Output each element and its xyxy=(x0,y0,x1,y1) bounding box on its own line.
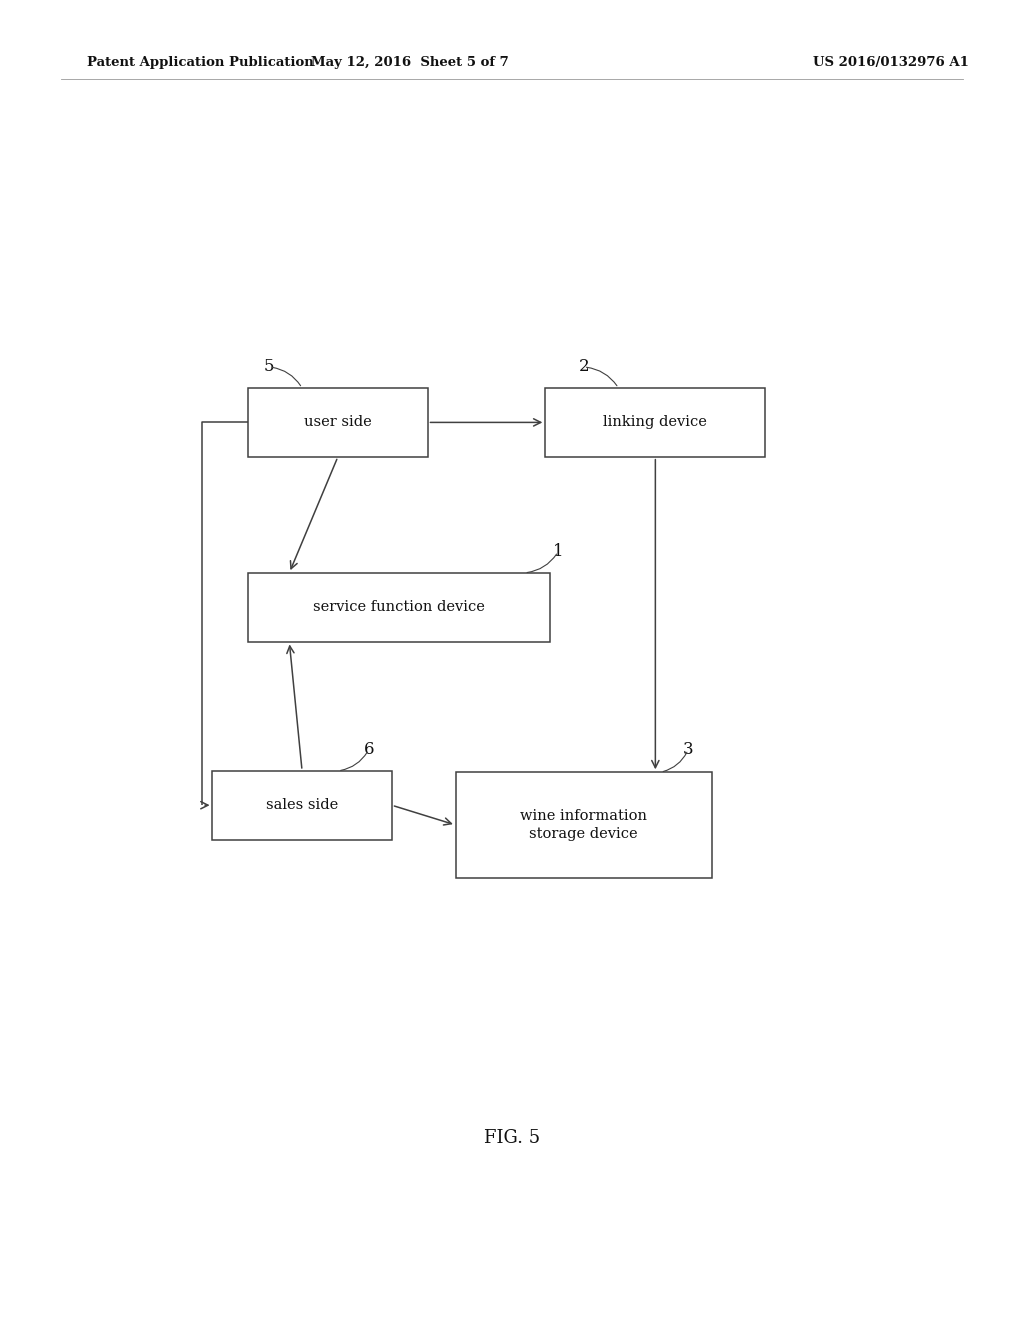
Text: 3: 3 xyxy=(683,742,693,758)
Text: wine information
storage device: wine information storage device xyxy=(520,809,647,841)
Text: Patent Application Publication: Patent Application Publication xyxy=(87,55,313,69)
Bar xyxy=(456,772,712,878)
Text: May 12, 2016  Sheet 5 of 7: May 12, 2016 Sheet 5 of 7 xyxy=(310,55,509,69)
Text: 6: 6 xyxy=(364,742,374,758)
Bar xyxy=(545,388,765,457)
Text: US 2016/0132976 A1: US 2016/0132976 A1 xyxy=(813,55,969,69)
Text: service function device: service function device xyxy=(313,601,485,614)
Text: linking device: linking device xyxy=(603,416,708,429)
Text: 1: 1 xyxy=(553,544,563,560)
Text: sales side: sales side xyxy=(266,799,338,812)
Bar xyxy=(213,771,391,840)
Text: 5: 5 xyxy=(264,359,274,375)
Text: user side: user side xyxy=(304,416,372,429)
Text: FIG. 5: FIG. 5 xyxy=(484,1129,540,1147)
Text: 2: 2 xyxy=(579,359,589,375)
Bar xyxy=(249,388,428,457)
Bar xyxy=(249,573,551,642)
